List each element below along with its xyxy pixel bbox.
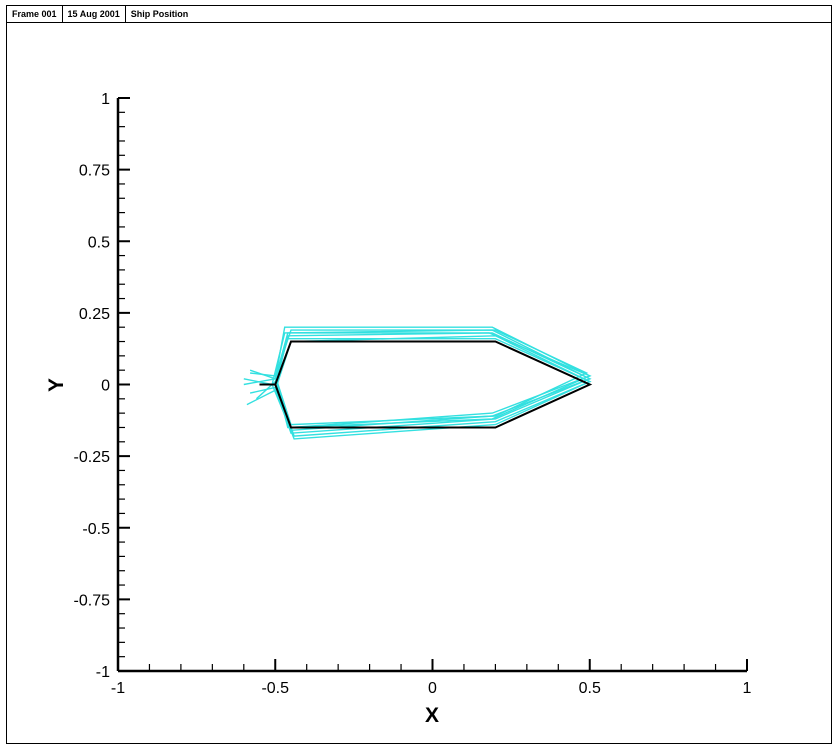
axis-layer: -1 -0.5 0 0.5 1 -1 -0.75 -0.5 -0.25 0 0.25 0.5 0.75 1 — [74, 91, 752, 697]
header-separator — [124, 6, 126, 22]
frame-label: Frame 001 — [12, 9, 57, 19]
y-tick-label: -0.5 — [82, 521, 110, 538]
x-tick-label: -1 — [111, 680, 125, 697]
y-tick-label: 0.75 — [79, 163, 110, 180]
y-tick-label: 1 — [101, 91, 110, 108]
y-axis-title: Y — [45, 378, 68, 392]
ship-outline-history — [249, 332, 592, 434]
header-divider — [7, 22, 831, 23]
x-tick-label: -0.5 — [261, 680, 289, 697]
y-tick-label: 0.25 — [79, 306, 110, 323]
y-tick-label: -0.25 — [74, 449, 111, 466]
x-tick-label: 0.5 — [579, 680, 601, 697]
y-tick-label: 0 — [101, 378, 110, 395]
y-tick-label: -1 — [96, 664, 110, 681]
ship-outline-current — [259, 340, 593, 429]
ship-outline-history — [246, 335, 592, 440]
plot-frame: Frame 001 15 Aug 2001 Ship Position — [6, 5, 832, 744]
x-axis-title: X — [425, 704, 439, 727]
header-separator — [61, 6, 63, 22]
data-layer — [243, 326, 593, 440]
y-tick-label: -0.75 — [74, 592, 111, 609]
x-tick-label: 1 — [743, 680, 752, 697]
x-tick-label: 0 — [428, 680, 437, 697]
ship-outline-history — [243, 332, 592, 429]
frame-date: 15 Aug 2001 — [67, 9, 120, 19]
ship-outline-history — [243, 329, 592, 432]
frame-title: Ship Position — [130, 9, 189, 19]
ship-outline-history — [250, 329, 589, 426]
frame-header: Frame 001 15 Aug 2001 Ship Position — [7, 6, 193, 22]
y-tick-label: 0.5 — [88, 234, 110, 251]
